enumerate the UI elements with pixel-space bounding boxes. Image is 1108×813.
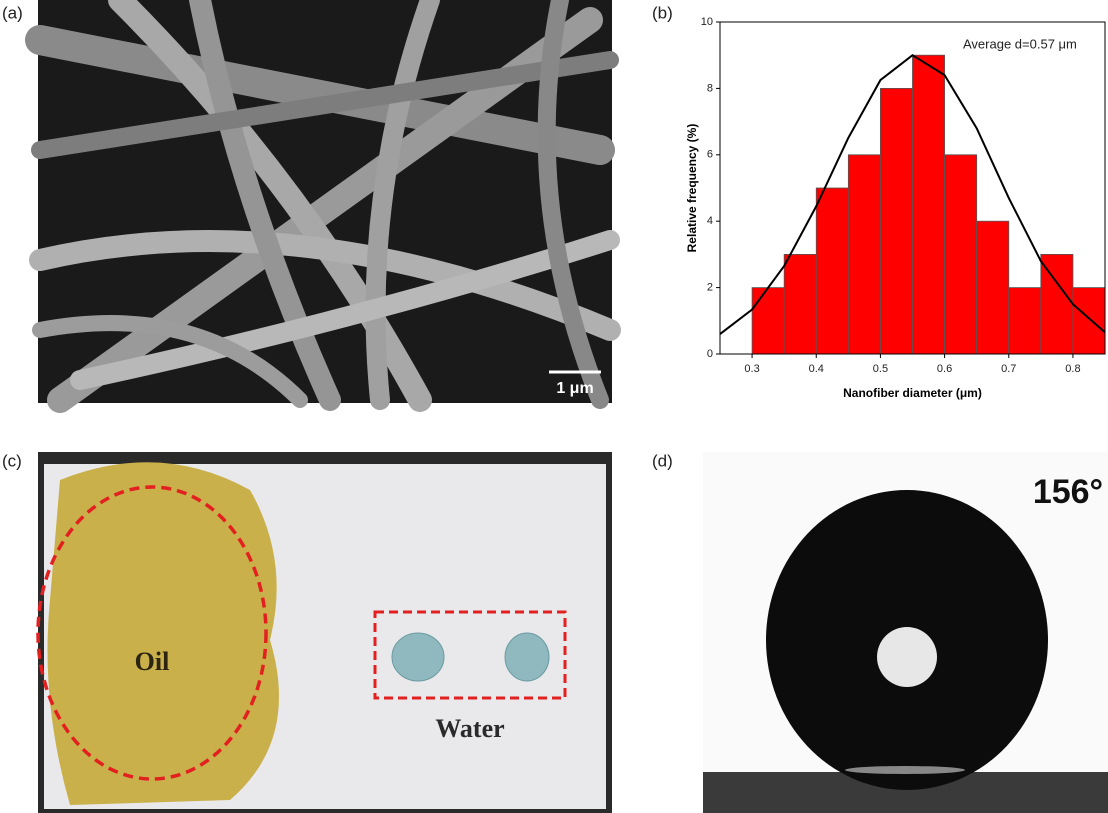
figure: (a) 1 μm (b) 0 2 4 6 8 10 0.3 0.4 0.5 0.6 0.7 0.8 Na… [0,0,1108,813]
sem-image: 1 μm [38,0,612,403]
bar [913,55,945,354]
histogram: 0 2 4 6 8 10 0.3 0.4 0.5 0.6 0.7 0.8 Nanofiber diame… [685,16,1105,400]
contact-angle-image: 156° [703,452,1108,813]
panel-label: (c) [2,451,22,470]
annotation: Average d=0.57 μm [963,36,1077,51]
bar [848,155,880,354]
bar [880,88,912,354]
x-tick-label: 0.6 [937,363,952,375]
x-tick-label: 0.8 [1065,363,1080,375]
x-tick-label: 0.7 [1001,363,1016,375]
x-tick-label: 0.3 [744,363,759,375]
angle-label: 156° [1033,473,1103,511]
photo: Oil Water [38,452,612,813]
panel-label: (a) [2,3,23,22]
y-tick-label: 4 [707,215,713,227]
bar [816,188,848,354]
y-tick-label: 6 [707,149,713,161]
y-tick-label: 2 [707,282,713,294]
bar [977,221,1009,354]
scale-bar-label: 1 μm [556,380,593,397]
water-label: Water [435,714,504,743]
panel-label: (d) [652,451,673,470]
oil-label: Oil [135,647,170,676]
x-tick-label: 0.4 [809,363,824,375]
y-tick-label: 0 [707,348,713,360]
bar [1009,288,1041,354]
bar [1041,254,1073,354]
bar [945,155,977,354]
y-tick-label: 10 [701,16,713,28]
x-axis-label: Nanofiber diameter (μm) [843,386,982,400]
bar [752,288,784,354]
y-axis-label: Relative frequency (%) [685,124,699,253]
bar [784,254,816,354]
panel-label: (b) [652,3,673,22]
x-tick-label: 0.5 [873,363,888,375]
y-tick-label: 8 [707,82,713,94]
bar [1073,288,1105,354]
